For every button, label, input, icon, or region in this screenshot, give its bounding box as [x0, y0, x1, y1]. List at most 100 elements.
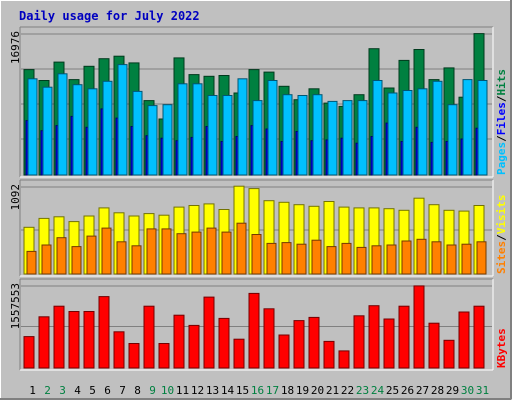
x-tick-label-day-13: 13: [206, 384, 219, 397]
legend-entry: Visits: [495, 195, 508, 235]
bar-pages-day-4: [72, 84, 83, 176]
panel-kbytes: 1557553 KBytes: [9, 278, 508, 371]
x-tick-label-day-2: 2: [44, 384, 51, 397]
panel-visits-sites: 1092 Sites/Visits: [9, 179, 508, 277]
x-tick-label-day-31: 31: [476, 384, 489, 397]
bar-pages-day-1: [27, 78, 38, 176]
x-tick-label-day-8: 8: [134, 384, 141, 397]
panel-legend: KBytes: [495, 328, 508, 368]
bar-sites-day-21: [326, 246, 337, 275]
bar-sites-day-22: [341, 242, 352, 275]
x-tick-label-day-21: 21: [326, 384, 339, 397]
bar-pages-day-25: [387, 92, 398, 176]
x-tick-label-day-25: 25: [386, 384, 399, 397]
bar-kbytes-day-4: [68, 311, 80, 369]
bar-sites-day-31: [476, 241, 487, 275]
panel-legend: Pages/Files/Hits: [495, 69, 508, 175]
legend-entry: Pages: [495, 142, 508, 175]
bar-sites-day-3: [56, 237, 67, 275]
bar-pages-day-13: [207, 95, 218, 176]
bar-kbytes-day-16: [248, 292, 260, 369]
y-max-label: 1092: [9, 184, 22, 211]
bar-sites-day-8: [131, 245, 142, 275]
x-tick-label-day-14: 14: [221, 384, 235, 397]
bar-kbytes-day-28: [428, 322, 440, 369]
bar-sites-day-28: [431, 241, 442, 275]
bar-pages-day-18: [282, 94, 293, 176]
chart-panels: 16976 Pages/Files/Hits 1092Sites/Visits155…: [9, 26, 508, 371]
bar-kbytes-day-2: [38, 316, 50, 369]
bar-sites-day-5: [86, 235, 97, 275]
bar-sites-day-26: [401, 240, 412, 275]
bar-pages-day-17: [267, 80, 278, 176]
x-tick-label-day-17: 17: [266, 384, 279, 397]
bar-pages-day-21: [327, 100, 338, 176]
bar-pages-day-22: [342, 100, 353, 176]
x-tick-label-day-6: 6: [104, 384, 111, 397]
x-tick-label-day-26: 26: [401, 384, 414, 397]
bar-sites-day-13: [206, 227, 217, 275]
bar-kbytes-day-30: [458, 311, 470, 369]
x-tick-label-day-7: 7: [119, 384, 126, 397]
x-tick-label-day-20: 20: [311, 384, 324, 397]
bar-kbytes-day-29: [443, 339, 455, 369]
legend-entry: /: [495, 234, 508, 241]
bar-kbytes-day-19: [293, 320, 305, 369]
x-tick-label-day-24: 24: [371, 384, 385, 397]
bar-pages-day-31: [477, 80, 488, 176]
bar-pages-day-6: [102, 80, 113, 176]
x-tick-label-day-10: 10: [161, 384, 174, 397]
bar-sites-day-20: [311, 239, 322, 275]
bar-sites-day-1: [26, 250, 37, 275]
x-tick-label-day-19: 19: [296, 384, 309, 397]
bar-kbytes-day-14: [218, 317, 230, 369]
bar-sites-day-17: [266, 242, 277, 275]
bar-pages-day-16: [252, 100, 263, 176]
bar-kbytes-day-5: [83, 311, 95, 369]
x-tick-label-day-12: 12: [191, 384, 204, 397]
x-tick-label-day-28: 28: [431, 384, 444, 397]
bar-pages-day-23: [357, 100, 368, 176]
bar-sites-day-2: [41, 244, 52, 275]
bar-pages-day-14: [222, 95, 233, 176]
bar-pages-day-28: [432, 80, 443, 176]
x-tick-label-day-27: 27: [416, 384, 429, 397]
bar-sites-day-10: [161, 228, 172, 275]
bar-pages-day-5: [87, 88, 98, 176]
y-max-label: 16976: [9, 31, 22, 64]
bar-pages-day-19: [297, 95, 308, 176]
bar-pages-day-8: [132, 90, 143, 176]
x-tick-label-day-5: 5: [89, 384, 96, 397]
bar-sites-day-16: [251, 234, 262, 275]
bar-pages-day-9: [147, 105, 158, 176]
bar-sites-day-7: [116, 241, 127, 275]
bar-kbytes-day-6: [98, 296, 110, 369]
bar-sites-day-18: [281, 242, 292, 275]
bar-kbytes-day-18: [278, 334, 290, 369]
bar-pages-day-24: [372, 80, 383, 176]
bar-sites-day-14: [221, 231, 232, 275]
bar-sites-day-29: [446, 244, 457, 275]
bar-sites-day-6: [101, 227, 112, 275]
bar-sites-day-19: [296, 243, 307, 275]
x-tick-label-day-15: 15: [236, 384, 249, 397]
bar-kbytes-day-12: [188, 324, 200, 369]
bar-pages-day-2: [42, 86, 53, 176]
x-tick-label-day-16: 16: [251, 384, 264, 397]
bar-kbytes-day-9: [143, 305, 155, 369]
bar-kbytes-day-20: [308, 316, 320, 369]
x-tick-label-day-3: 3: [59, 384, 66, 397]
bar-pages-day-7: [117, 64, 128, 176]
bar-kbytes-day-3: [53, 305, 65, 369]
x-axis-day-labels: 1 2 3 4 5 6 7 8 9 10 11 12 13 14 15 16 17 18 19 20 21 22 23 24 2…: [29, 384, 489, 397]
bar-kbytes-day-21: [323, 340, 335, 369]
legend-entry: Hits: [495, 69, 508, 96]
bar-kbytes-day-11: [173, 314, 185, 369]
bar-sites-day-30: [461, 243, 472, 275]
x-tick-label-day-4: 4: [74, 384, 81, 397]
panel-hits-files-pages: 16976 Pages/Files/Hits: [9, 26, 508, 178]
bar-kbytes-day-10: [158, 343, 170, 369]
x-tick-label-day-22: 22: [341, 384, 354, 397]
bar-sites-day-24: [371, 245, 382, 275]
bar-kbytes-day-27: [413, 285, 425, 369]
